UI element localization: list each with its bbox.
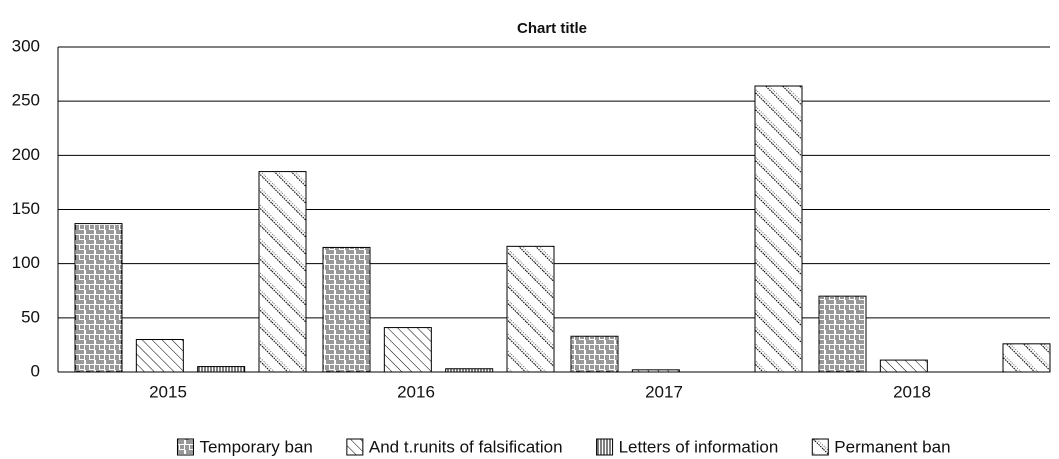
bar: [135, 339, 184, 373]
y-tick-label: 50: [21, 307, 40, 326]
bar: [74, 223, 123, 373]
bar: [818, 295, 867, 373]
bar: [754, 85, 803, 373]
legend-label: Permanent ban: [834, 437, 950, 456]
bar: [506, 245, 555, 373]
legend-label: Letters of information: [619, 437, 779, 456]
bar: [879, 359, 928, 373]
y-tick-label: 150: [12, 199, 40, 218]
legend-swatch: [811, 438, 829, 456]
bar: [631, 369, 680, 373]
bar: [1002, 343, 1051, 373]
bar: [445, 368, 494, 373]
y-tick-label: 200: [12, 145, 40, 164]
y-tick-label: 0: [31, 361, 40, 380]
x-tick-label: 2016: [397, 382, 435, 401]
y-tick-label: 100: [12, 253, 40, 272]
x-tick-label: 2018: [893, 382, 931, 401]
legend-swatch: [346, 438, 364, 456]
bar: [383, 327, 432, 373]
legend-swatch: [596, 438, 614, 456]
bar: [197, 366, 246, 373]
x-tick-label: 2017: [645, 382, 683, 401]
y-tick-label: 300: [12, 36, 40, 55]
y-tick-label: 250: [12, 91, 40, 110]
bar: [570, 335, 619, 373]
legend-label: And t.runits of falsification: [369, 437, 563, 456]
bar: [322, 246, 371, 373]
legend-swatch: [176, 438, 194, 456]
bar: [258, 171, 307, 373]
legend-label: Temporary ban: [199, 437, 312, 456]
x-tick-label: 2015: [149, 382, 187, 401]
chart-title: Chart title: [517, 20, 587, 37]
